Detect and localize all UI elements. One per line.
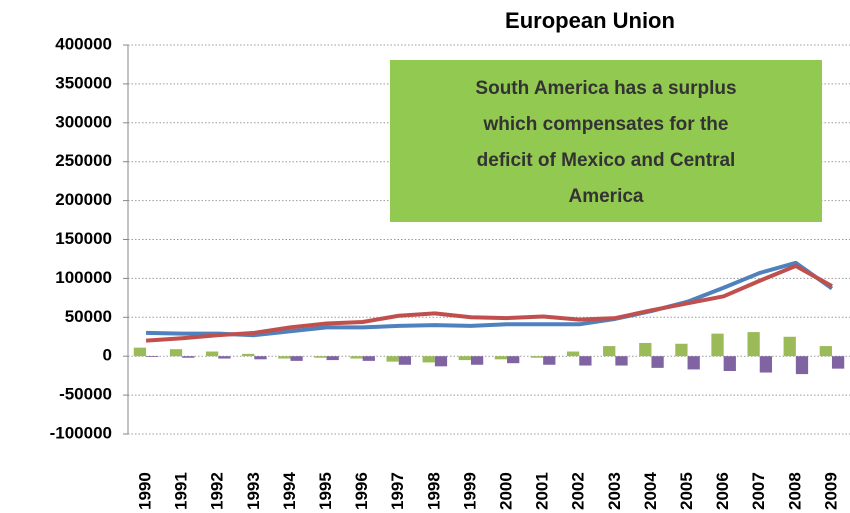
bar bbox=[687, 356, 700, 370]
x-tick-label: 2007 bbox=[749, 472, 768, 510]
annotation-box bbox=[390, 60, 822, 222]
bar bbox=[711, 333, 724, 357]
x-tick-label: 2002 bbox=[569, 472, 588, 510]
x-tick-label: 1994 bbox=[280, 472, 299, 510]
annotation-text: deficit of Mexico and Central bbox=[477, 150, 736, 171]
y-tick-label: 100000 bbox=[55, 268, 112, 287]
x-tick-label: 2008 bbox=[785, 472, 804, 510]
bar bbox=[350, 356, 363, 359]
x-tick-label: 2003 bbox=[605, 472, 624, 510]
x-tick-label: 1998 bbox=[424, 472, 443, 510]
bar bbox=[566, 351, 580, 357]
x-tick-label: 2005 bbox=[677, 472, 696, 510]
bar bbox=[458, 356, 471, 361]
bar bbox=[530, 356, 544, 358]
x-tick-label: 1991 bbox=[172, 472, 191, 510]
y-tick-label: 150000 bbox=[55, 229, 112, 248]
y-tick-label: 200000 bbox=[55, 190, 112, 209]
y-tick-label: -100000 bbox=[50, 423, 112, 442]
annotation-text: South America has a surplus bbox=[475, 78, 736, 99]
bar bbox=[723, 356, 736, 371]
y-tick-label: 250000 bbox=[55, 151, 112, 170]
bar bbox=[819, 346, 832, 357]
bar bbox=[386, 356, 399, 362]
bar bbox=[543, 356, 556, 365]
bar bbox=[759, 356, 773, 373]
bar bbox=[290, 356, 303, 361]
bar bbox=[398, 356, 412, 365]
chart-title: European Union bbox=[505, 8, 675, 33]
bar bbox=[278, 356, 291, 359]
y-tick-label: 0 bbox=[103, 346, 112, 365]
bar bbox=[831, 356, 845, 369]
y-tick-label: 400000 bbox=[55, 34, 112, 53]
y-tick-label: -50000 bbox=[59, 385, 112, 404]
line bbox=[146, 260, 834, 338]
x-tick-label: 2000 bbox=[497, 472, 516, 510]
x-tick-label: 1997 bbox=[388, 472, 407, 510]
bar bbox=[470, 356, 484, 365]
bar bbox=[254, 356, 267, 360]
y-tick-label: 50000 bbox=[65, 307, 112, 326]
bar bbox=[146, 356, 159, 357]
x-tick-label: 1995 bbox=[316, 472, 335, 510]
x-tick-label: 2009 bbox=[821, 472, 840, 510]
annotation-text: which compensates for the bbox=[483, 114, 729, 135]
line bbox=[145, 263, 833, 343]
bar bbox=[218, 356, 231, 359]
x-tick-label: 1992 bbox=[208, 472, 227, 510]
bar bbox=[434, 356, 448, 367]
bar bbox=[326, 356, 339, 361]
bar bbox=[205, 351, 219, 357]
bar bbox=[675, 343, 688, 357]
y-tick-label: 300000 bbox=[55, 112, 112, 131]
bar bbox=[362, 356, 375, 361]
x-tick-label: 2006 bbox=[713, 472, 732, 510]
bar bbox=[422, 356, 435, 363]
bar bbox=[795, 356, 809, 375]
x-tick-label: 1999 bbox=[460, 472, 479, 510]
x-tick-label: 1993 bbox=[244, 472, 263, 510]
bar bbox=[747, 332, 760, 357]
x-tick-label: 1990 bbox=[136, 472, 155, 510]
bar bbox=[182, 356, 195, 358]
bar bbox=[651, 356, 664, 368]
bar bbox=[169, 349, 183, 357]
bar bbox=[579, 356, 592, 366]
bar bbox=[507, 356, 520, 364]
bar bbox=[783, 336, 796, 357]
bar bbox=[615, 356, 628, 366]
bar bbox=[242, 353, 255, 357]
bar bbox=[639, 342, 652, 357]
x-tick-label: 2004 bbox=[641, 472, 660, 510]
y-tick-label: 350000 bbox=[55, 73, 112, 92]
bar bbox=[133, 347, 147, 357]
x-tick-label: 1996 bbox=[352, 472, 371, 510]
x-tick-label: 2001 bbox=[533, 472, 552, 510]
bar bbox=[314, 356, 327, 358]
bar bbox=[494, 356, 508, 360]
bar bbox=[603, 346, 616, 357]
annotation-text: America bbox=[569, 186, 644, 207]
